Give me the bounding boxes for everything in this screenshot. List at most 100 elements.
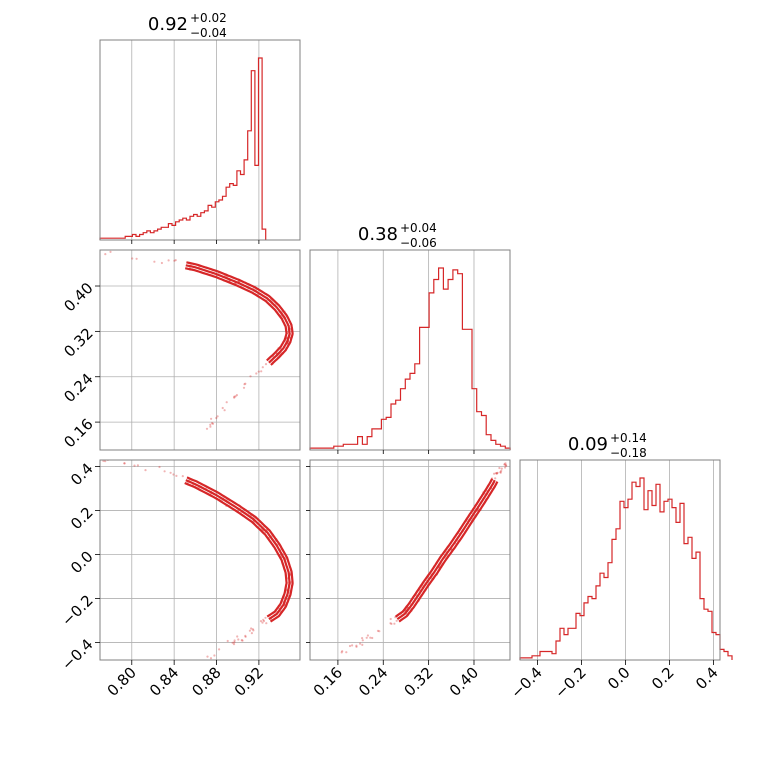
panel-0-2-sample-point	[233, 639, 236, 642]
panel-1-2-sample-point	[395, 619, 398, 622]
param-0-title-value: 0.92	[148, 14, 188, 35]
panel-1-2-sample-point	[355, 644, 358, 647]
panel-1-2-sample-point	[503, 463, 506, 466]
panel-0-2-sample-point	[265, 622, 268, 625]
ytick-label-1-0: 0.16	[60, 415, 96, 451]
panel-0-2-sample-point	[104, 460, 107, 463]
panel-1-2-marks	[340, 456, 509, 654]
panel-0-1-sample-point	[216, 415, 219, 418]
panel-1-2-sample-point	[494, 477, 497, 480]
frames-layer	[99, 39, 721, 661]
panel-0-2-sample-point	[123, 462, 126, 465]
panel-0-1-sample-point	[249, 375, 252, 378]
ytick-label-2-1: −0.2	[58, 591, 96, 629]
panel-0-2-sample-point	[241, 639, 244, 642]
panel-0-1-sample-point	[211, 422, 215, 425]
panel-0-1-sample-point	[135, 257, 138, 260]
panel-0-2-sample-point	[261, 621, 264, 624]
panel-0-2-sample-point	[144, 469, 147, 472]
panel-0-1-sample-point	[205, 427, 209, 430]
xtick-label-1-1: 0.24	[355, 664, 391, 700]
panel-1-2-sample-point	[495, 472, 498, 475]
panel-0-2-sample-point	[172, 473, 175, 476]
param-2-title-value: 0.09	[568, 434, 608, 455]
panel-1-2-contour-0	[398, 481, 499, 623]
panel-0-2-marks	[102, 460, 294, 660]
panel-1-2-sample-point	[507, 456, 509, 458]
xtick-label-2-3: 0.2	[648, 664, 678, 694]
panel-0-2-sample-point	[133, 464, 136, 467]
panel-0-2-sample-point	[209, 657, 213, 660]
panel-0-2-sample-point	[206, 655, 209, 658]
panel-0-1-sample-point	[223, 409, 226, 412]
panel-1-2-frame	[309, 459, 511, 661]
panel-1-2-sample-point	[355, 645, 358, 648]
panel-1-2-sample-point	[393, 622, 396, 625]
panel-1-2-sample-point	[500, 467, 503, 470]
panel-1-2-sample-point	[390, 622, 393, 626]
panel-0-1-sample-point	[104, 253, 107, 256]
panel-0-2-sample-point	[123, 462, 126, 465]
panel-0-1-sample-point	[233, 395, 236, 398]
panel-1-2-sample-point	[345, 651, 348, 654]
ytick-label-1-1: 0.24	[60, 370, 96, 406]
panel-1-2-contour-1	[396, 479, 496, 621]
ytick-label-2-4: 0.4	[67, 460, 97, 490]
ytick-label-2-0: −0.4	[58, 635, 96, 673]
xtick-label-2-4: 0.4	[692, 664, 722, 694]
xtick-label-1-0: 0.16	[310, 664, 346, 700]
panel-0-2-sample-point	[169, 471, 172, 474]
panel-0-2-sample-point	[251, 628, 254, 631]
panel-1-2-sample-point	[499, 470, 502, 474]
hist-frame-1	[309, 249, 511, 451]
ytick-label-2-2: 0.0	[67, 547, 97, 577]
ticks-layer	[95, 240, 714, 665]
panel-0-1-sample-point	[209, 425, 212, 428]
panel-0-1-sample-point	[174, 259, 177, 262]
panel-0-1-sample-point	[98, 250, 100, 252]
panel-0-1-sample-point	[243, 383, 246, 386]
panel-0-1-sample-point	[234, 395, 237, 398]
panel-0-1-sample-point	[167, 259, 170, 262]
panel-1-2-sample-point	[504, 462, 507, 465]
panel-1-2-sample-point	[496, 471, 499, 474]
panel-1-2-sample-point	[494, 472, 497, 475]
param-0-title-plus: +0.02	[190, 11, 227, 25]
panel-1-2-sample-point	[369, 636, 372, 639]
panel-0-1-contour-0	[186, 261, 294, 366]
panel-0-2-sample-point	[236, 635, 239, 638]
panel-1-2-sample-point	[366, 634, 369, 637]
param-2-title-minus: −0.18	[610, 446, 647, 460]
histogram-2-steps	[519, 477, 733, 660]
histogram-0-steps	[99, 57, 267, 240]
panel-1-2-sample-point	[493, 472, 496, 475]
panel-0-2-sample-point	[213, 654, 216, 657]
panel-1-2-sample-point	[507, 457, 509, 459]
panel-0-2-sample-point	[262, 619, 266, 623]
panel-0-1-marks	[98, 250, 294, 430]
panel-0-2-sample-point	[244, 634, 247, 638]
xtick-label-2-1: −0.2	[551, 664, 589, 702]
panel-1-2-sample-point	[389, 622, 392, 625]
panel-0-2-sample-point	[264, 616, 267, 619]
panel-0-1-sample-point	[260, 370, 263, 373]
panel-0-2-sample-point	[259, 620, 263, 623]
panel-0-1-contour-1	[185, 264, 291, 364]
panel-0-2-sample-point	[232, 643, 236, 646]
xtick-label-0-3: 0.92	[231, 664, 267, 700]
panel-0-1-sample-point	[109, 250, 112, 253]
panel-1-2-sample-point	[348, 644, 352, 648]
ytick-label-2-3: 0.2	[67, 503, 97, 533]
histogram-1-steps	[309, 267, 511, 450]
panel-0-2-sample-point	[175, 474, 178, 477]
panel-0-1-sample-point	[225, 401, 228, 404]
panel-1-2-sample-point	[361, 637, 364, 640]
panel-0-2-sample-point	[237, 638, 240, 641]
panel-1-2-sample-point	[361, 639, 364, 642]
panel-1-2-sample-point	[500, 469, 503, 472]
panel-1-2-contour-2	[394, 478, 494, 618]
panel-0-2-sample-point	[163, 470, 166, 473]
param-1-title-minus: −0.06	[400, 236, 437, 250]
panel-0-1-sample-point	[264, 363, 268, 366]
